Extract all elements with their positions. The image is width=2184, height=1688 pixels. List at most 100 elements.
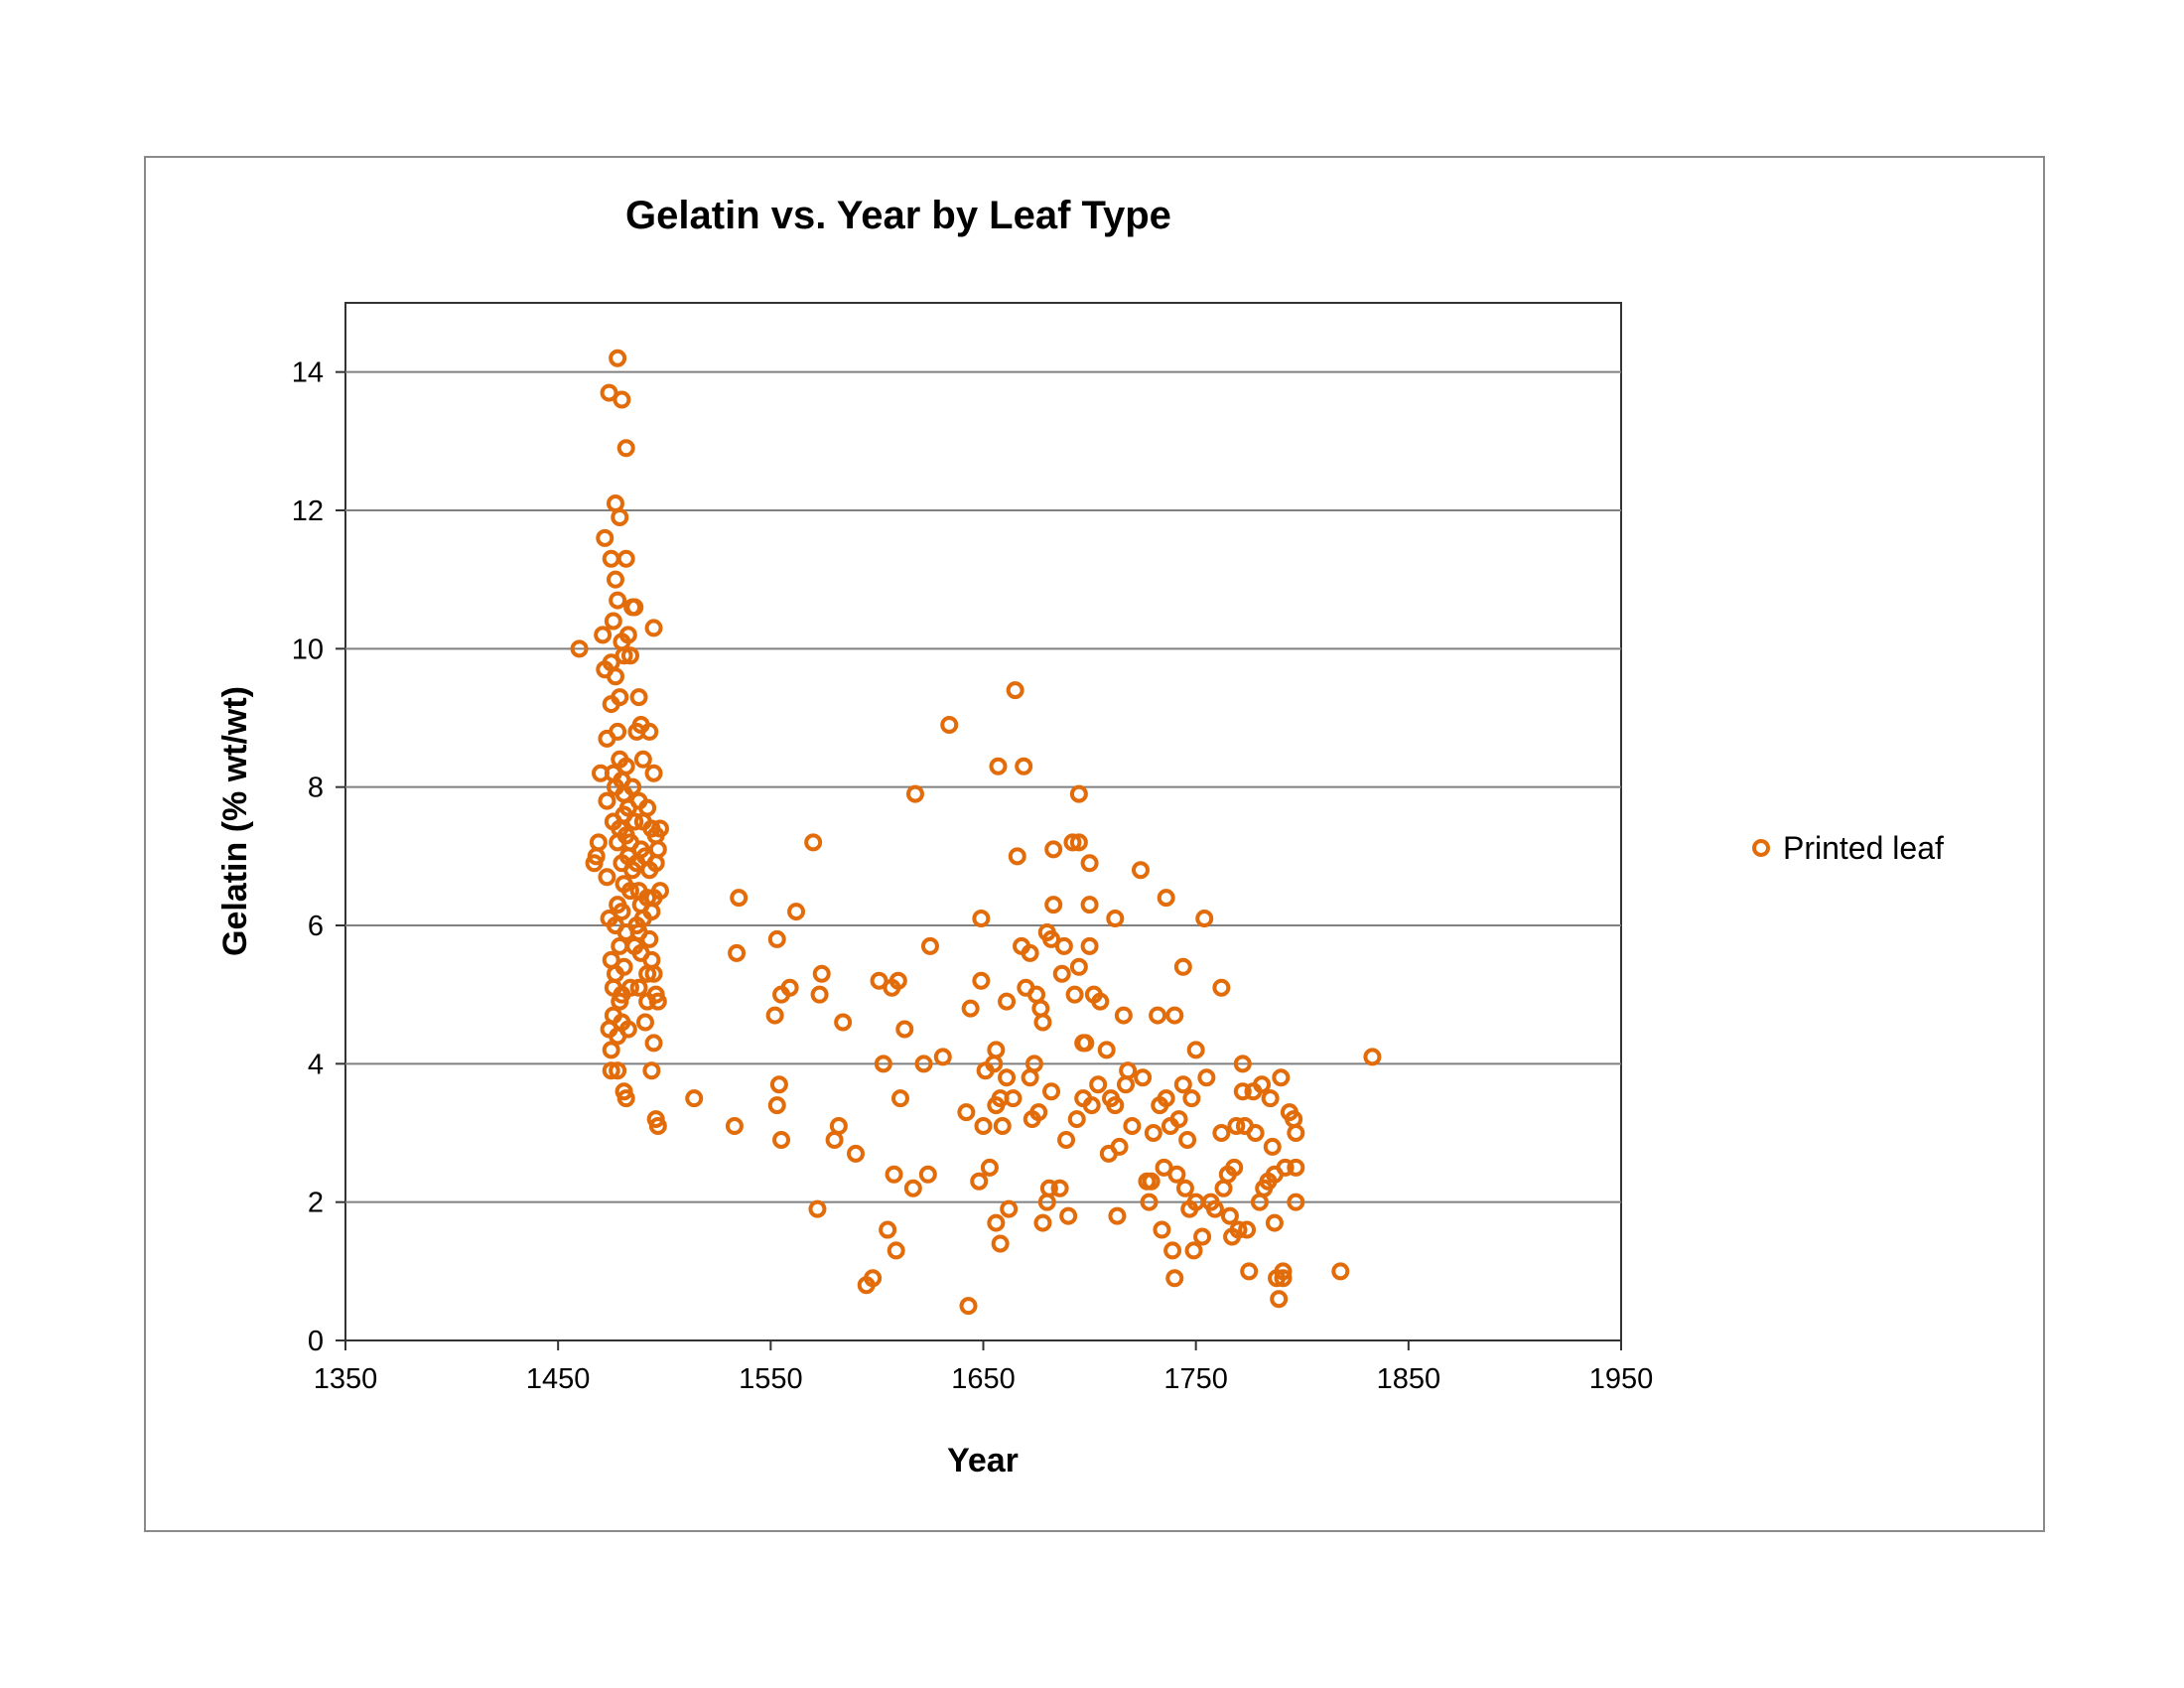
data-point [648,1117,667,1136]
data-point [787,903,806,921]
data-point [644,764,663,782]
x-tick-label: 1550 [739,1363,803,1395]
data-point [648,840,667,859]
data-point [650,882,669,901]
data-point [1253,1075,1272,1094]
data-point [616,549,635,568]
data-point [1050,1179,1069,1197]
data-point [1042,929,1061,948]
data-point [957,1103,976,1122]
data-point [616,757,635,775]
data-point [570,639,589,658]
data-point [616,439,635,458]
data-point [1149,1006,1167,1025]
legend-label: Printed leaf [1783,830,1944,866]
data-point [847,1144,865,1163]
data-point [1233,1055,1252,1073]
data-point [609,722,627,741]
data-point [1193,1227,1212,1246]
data-point [1097,1041,1116,1059]
data-point [1287,1158,1305,1177]
data-point [606,667,624,686]
data-point [1142,1172,1160,1191]
data-point [834,1013,853,1032]
data-point [598,791,616,810]
data-point [1080,936,1099,955]
data-point [1052,964,1071,983]
data-point [879,1220,897,1239]
data-point [1008,847,1026,866]
data-point [1114,1006,1133,1025]
data-point [1165,1006,1184,1025]
data-point [1110,1137,1129,1156]
data-point [890,1089,909,1108]
x-tick-label: 1950 [1589,1363,1654,1395]
data-point [1175,1179,1194,1197]
y-tick-label: 2 [308,1188,324,1219]
data-point [625,598,644,617]
data-point [1054,936,1073,955]
data-point [602,1061,620,1080]
data-point [1080,896,1099,914]
data-point [810,985,829,1004]
data-point [987,1041,1006,1059]
data-point [1233,1082,1252,1101]
data-point [769,1075,788,1094]
data-point [623,777,642,796]
data-point [642,1061,661,1080]
data-point [1015,757,1033,775]
data-point [1044,840,1063,859]
data-point [895,1020,914,1039]
data-point [974,1117,993,1136]
data-point [1163,1241,1182,1260]
data-point [1261,1089,1280,1108]
data-point [1184,1241,1203,1260]
data-point [1287,1193,1305,1211]
data-point [1134,1068,1153,1087]
data-point [650,819,669,838]
data-point [1044,896,1063,914]
data-point [1197,1068,1216,1087]
x-tick-label: 1350 [314,1363,378,1395]
data-point [728,943,747,962]
data-point [602,1041,620,1059]
x-tick-label: 1450 [526,1363,591,1395]
data-point [864,1269,883,1288]
data-point [1089,1075,1108,1094]
data-point [1225,1158,1244,1177]
data-point [609,349,627,367]
data-point [635,1013,654,1032]
data-point [1274,1269,1293,1288]
y-tick-label: 0 [308,1326,324,1357]
data-point [1238,1220,1257,1239]
data-point [1227,1117,1246,1136]
data-point [780,978,799,997]
data-point [808,1199,827,1218]
data-point [1178,1130,1197,1149]
x-tick-label: 1850 [1377,1363,1441,1395]
chart-title: Gelatin vs. Year by Leaf Type [625,194,1171,237]
data-point [648,992,667,1011]
data-point [616,1089,635,1108]
data-point [1265,1213,1284,1232]
data-point [1157,889,1175,908]
data-point [772,1130,791,1149]
data-point [1063,833,1082,852]
data-point [1082,1096,1101,1115]
data-point [1144,1124,1162,1142]
data-point [888,971,907,990]
data-point [1173,1075,1192,1094]
data-point [970,1172,989,1191]
data-point [993,1117,1012,1136]
data-point [685,1089,704,1108]
x-axis-title: Year [947,1442,1019,1479]
data-point [1157,1089,1175,1108]
data-point [1029,1103,1048,1122]
data-point [1186,1041,1205,1059]
x-axis-ticks: 1350 1450 1550 1650 1750 1850 1950 [314,1340,1654,1395]
data-point [989,757,1008,775]
data-point [1155,1158,1173,1177]
data-point [730,889,749,908]
data-point [1153,1220,1171,1239]
data-point [1274,1262,1293,1281]
